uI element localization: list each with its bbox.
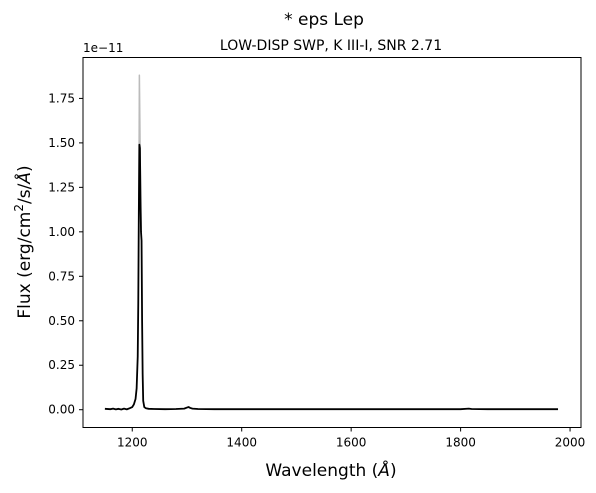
y-tick-label: 0.25 [48,358,75,372]
y-axis-label: Flux (erg/cm2/s/Å) [12,165,35,318]
series-group [104,74,559,411]
axes-frame [82,57,582,428]
series-line-0 [104,143,559,411]
plot-area [82,57,582,428]
y-tick-label: 1.50 [48,136,75,150]
chart-title: LOW-DISP SWP, K III-I, SNR 2.71 [220,38,442,54]
y-tick-label: 1.75 [48,91,75,105]
y-tick-label: 0.50 [48,314,75,328]
y-ticks: 0.00 0.25 0.50 0.75 1.00 1.25 1.50 1.75 [48,91,83,417]
y-offset-label: 1e−11 [83,41,123,55]
x-ticks: 1200 1400 1600 1800 2000 [117,427,586,450]
y-tick-label: 1.00 [48,225,75,239]
x-axis-label: Wavelength (Å) [265,459,396,481]
x-tick-label: 1400 [226,436,257,450]
x-tick-label: 1200 [117,436,148,450]
y-tick-label: 0.75 [48,269,75,283]
x-tick-label: 1600 [336,436,367,450]
x-tick-label: 2000 [555,436,586,450]
chart-suptitle: * eps Lep [284,10,364,30]
y-tick-label: 0.00 [48,403,75,417]
x-tick-label: 1800 [445,436,476,450]
y-tick-label: 1.25 [48,180,75,194]
